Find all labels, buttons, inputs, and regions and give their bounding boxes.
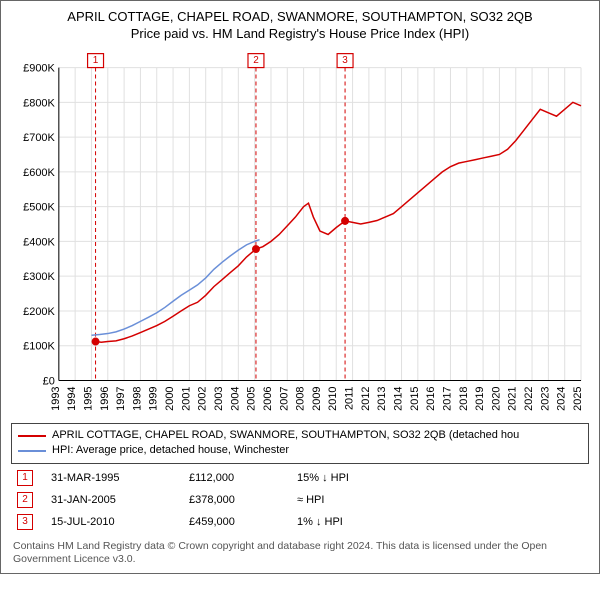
chart-subtitle: Price paid vs. HM Land Registry's House …: [11, 26, 589, 41]
legend-swatch: [18, 435, 46, 437]
sale-event-note: ≈ HPI: [297, 494, 324, 506]
legend-row: APRIL COTTAGE, CHAPEL ROAD, SWANMORE, SO…: [18, 428, 582, 443]
y-tick-label: £200K: [23, 306, 55, 318]
sale-event-row: 2 31-JAN-2005 £378,000 ≈ HPI: [17, 492, 583, 508]
y-tick-label: £500K: [23, 202, 55, 214]
legend: APRIL COTTAGE, CHAPEL ROAD, SWANMORE, SO…: [11, 423, 589, 464]
sale-event-date: 31-MAR-1995: [51, 472, 171, 484]
x-tick-label: 2018: [458, 386, 470, 410]
y-tick-label: £300K: [23, 271, 55, 283]
x-tick-label: 2001: [180, 386, 192, 410]
legend-label: APRIL COTTAGE, CHAPEL ROAD, SWANMORE, SO…: [52, 428, 519, 443]
sale-event-price: £112,000: [189, 472, 279, 484]
series-hpi: [92, 240, 260, 336]
y-tick-label: £600K: [23, 167, 55, 179]
sale-event-badge: 2: [17, 492, 33, 508]
x-tick-label: 2011: [344, 386, 356, 410]
x-tick-label: 1997: [115, 386, 127, 410]
x-tick-label: 1994: [66, 386, 78, 410]
y-tick-label: £800K: [23, 97, 55, 109]
x-tick-label: 2000: [164, 386, 176, 410]
y-tick-label: £100K: [23, 341, 55, 353]
series-property: [96, 102, 582, 342]
legend-row: HPI: Average price, detached house, Winc…: [18, 443, 582, 458]
x-tick-label: 1996: [99, 386, 111, 410]
x-tick-label: 2016: [425, 386, 437, 410]
sale-event-badge: 3: [17, 514, 33, 530]
x-tick-label: 2010: [327, 386, 339, 410]
x-tick-label: 2012: [360, 386, 372, 410]
x-tick-label: 2005: [246, 386, 258, 410]
x-tick-label: 2004: [229, 386, 241, 410]
sale-event-note: 1% ↓ HPI: [297, 516, 343, 528]
sale-dot: [92, 338, 100, 346]
sale-event-row: 1 31-MAR-1995 £112,000 15% ↓ HPI: [17, 470, 583, 486]
chart-svg: £0 £100K £200K £300K £400K £500K £600K £700K £80…: [11, 47, 589, 417]
x-tick-label: 1995: [82, 386, 94, 410]
x-tick-label: 1999: [148, 386, 160, 410]
x-tick-label: 2006: [262, 386, 274, 410]
chart-container: APRIL COTTAGE, CHAPEL ROAD, SWANMORE, SO…: [0, 0, 600, 574]
x-tick-label: 2023: [539, 386, 551, 410]
x-tick-label: 2002: [197, 386, 209, 410]
attribution-footer: Contains HM Land Registry data © Crown c…: [11, 534, 589, 567]
sale-event-date: 15-JUL-2010: [51, 516, 171, 528]
x-tick-label: 2014: [393, 386, 405, 410]
y-tick-label: £900K: [23, 63, 55, 75]
sale-dot: [252, 245, 260, 253]
x-tick-label: 2024: [556, 386, 568, 410]
x-tick-label: 2013: [376, 386, 388, 410]
x-tick-label: 2017: [441, 386, 453, 410]
x-tick-label: 2021: [507, 386, 519, 410]
legend-swatch: [18, 450, 46, 452]
x-tick-label: 2022: [523, 386, 535, 410]
legend-label: HPI: Average price, detached house, Winc…: [52, 443, 289, 458]
sale-event-note: 15% ↓ HPI: [297, 472, 349, 484]
sale-event-row: 3 15-JUL-2010 £459,000 1% ↓ HPI: [17, 514, 583, 530]
y-tick-label: £400K: [23, 236, 55, 248]
sale-event-date: 31-JAN-2005: [51, 494, 171, 506]
sale-marker-number: 3: [342, 55, 348, 66]
x-tick-label: 2020: [490, 386, 502, 410]
sale-marker-number: 1: [93, 55, 99, 66]
y-tick-label: £700K: [23, 132, 55, 144]
sale-event-price: £459,000: [189, 516, 279, 528]
sale-dot: [341, 217, 349, 225]
x-tick-label: 1998: [131, 386, 143, 410]
x-tick-label: 2007: [278, 386, 290, 410]
sale-marker-number: 2: [253, 55, 259, 66]
x-tick-label: 1993: [50, 386, 62, 410]
sale-event-badge: 1: [17, 470, 33, 486]
chart-title: APRIL COTTAGE, CHAPEL ROAD, SWANMORE, SO…: [11, 9, 589, 24]
x-tick-label: 2015: [409, 386, 421, 410]
x-tick-label: 2019: [474, 386, 486, 410]
x-tick-label: 2025: [572, 386, 584, 410]
x-tick-label: 2009: [311, 386, 323, 410]
sale-event-price: £378,000: [189, 494, 279, 506]
sales-events: 1 31-MAR-1995 £112,000 15% ↓ HPI 2 31-JAN-200…: [11, 464, 589, 534]
x-tick-label: 2008: [295, 386, 307, 410]
y-tick-label: £0: [43, 375, 55, 387]
chart-plot-area: £0 £100K £200K £300K £400K £500K £600K £700K £80…: [11, 47, 589, 417]
x-tick-label: 2003: [213, 386, 225, 410]
